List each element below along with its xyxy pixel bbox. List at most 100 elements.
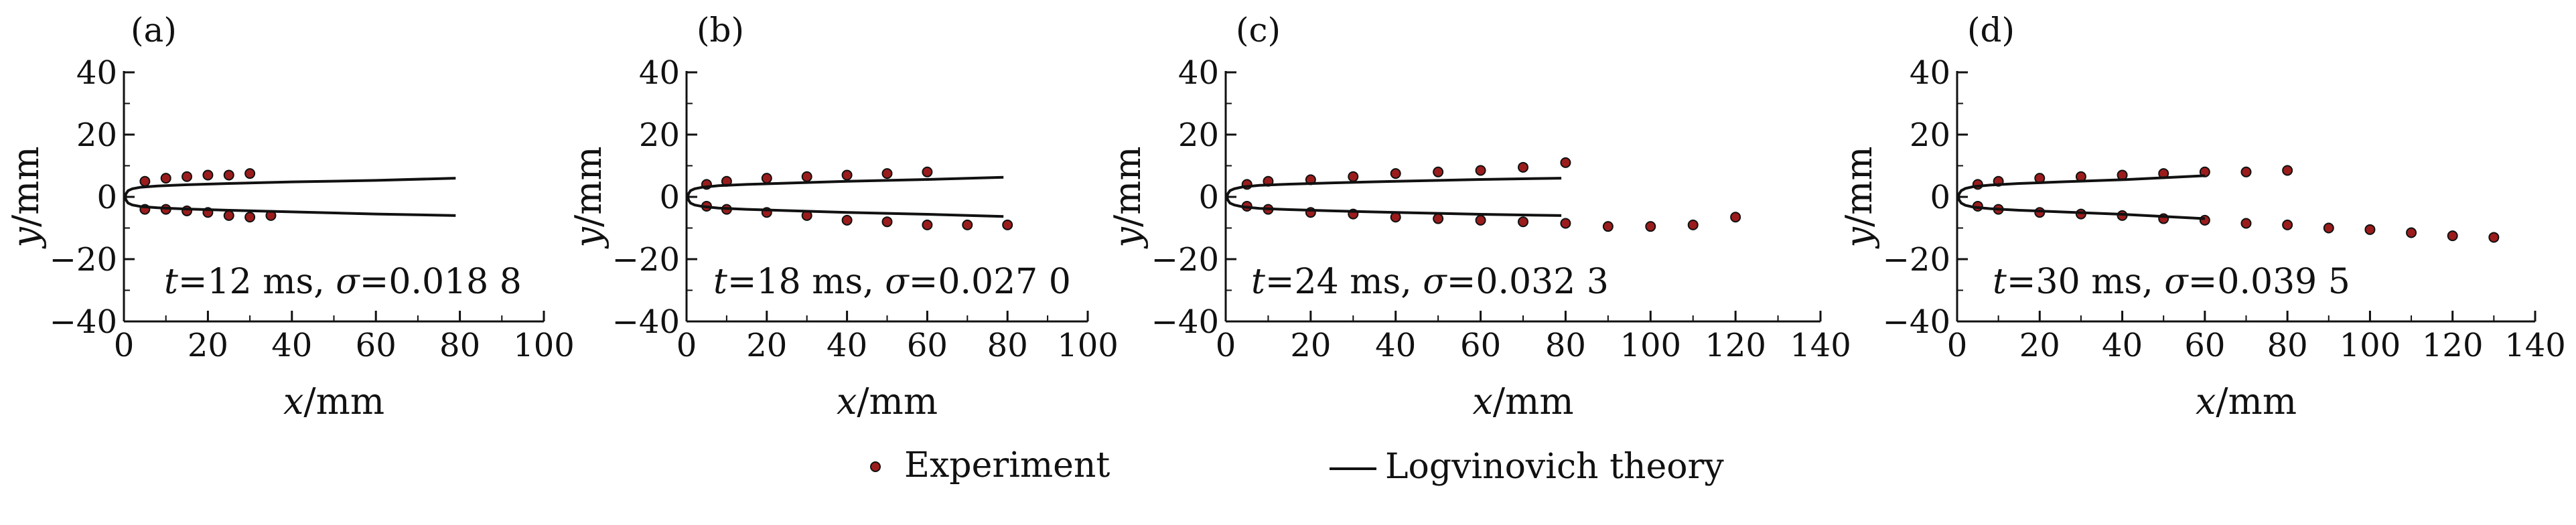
panel-b-experiment-point (841, 169, 853, 181)
panel-a-annotation: t=12 ms, σ=0.018 8 (164, 262, 522, 302)
panel-d-xtick-label: 40 (2102, 327, 2143, 364)
panel-d-xtick-label: 140 (2504, 327, 2566, 364)
panel-d-experiment-point (2406, 227, 2417, 238)
panel-a-experiment-point (160, 173, 171, 184)
panel-a-theory-lower (123, 196, 456, 217)
panel-b-label: (b) (697, 11, 744, 50)
panel-c: (c) −40 −20 0 20 40 0 20 40 60 80 100 120 140 x/mm y/mm… (1106, 11, 1851, 423)
panel-c-xtick-label: 140 (1790, 327, 1851, 364)
panel-a-experiment-point (223, 210, 234, 221)
panel-b-experiment-point (1002, 219, 1013, 230)
panel-a-ytick-label: −20 (50, 241, 117, 279)
panel-a-experiment-point (182, 171, 193, 182)
panel-c-experiment-point (1518, 216, 1528, 228)
panel-d-ylabel: y/mm (1838, 146, 1880, 248)
panel-a-xtick-label: 60 (356, 327, 397, 364)
panel-d-theory-lower (1956, 196, 2205, 220)
panel-c-label: (c) (1236, 11, 1281, 50)
panel-b-ytick-label: −20 (612, 241, 680, 279)
panel-c-experiment-point (1475, 165, 1486, 176)
panel-b-xlabel: x/mm (837, 380, 938, 423)
panel-c-experiment-point (1475, 214, 1486, 226)
panel-c-ytick-label: 20 (1178, 117, 1219, 154)
panel-d-xtick-label: 120 (2422, 327, 2484, 364)
panel-c-xtick-label: 80 (1545, 327, 1586, 364)
panel-d-ytick-label: 0 (1930, 179, 1950, 216)
panel-a-ylabel: y/mm (5, 146, 47, 248)
panel-b-ytick-label: −40 (612, 303, 680, 341)
panel-b-ytick-label: 0 (659, 179, 680, 216)
panel-d-xtick-label: 60 (2184, 327, 2225, 364)
panel-d-label: (d) (1967, 11, 2015, 50)
panel-c-theory-upper (1225, 177, 1562, 198)
panel-d-ytick-label: −40 (1883, 303, 1950, 341)
panel-c-experiment-point (1348, 171, 1359, 182)
panel-d-experiment-point (2282, 219, 2293, 230)
panel-c-xtick-label: 100 (1620, 327, 1681, 364)
panel-a-experiment-point (202, 169, 214, 181)
panel-a: (a) −40 −20 0 20 40 0 20 40 60 80 100 x/mm y/mm t=12 m… (5, 11, 575, 423)
panel-a-xtick-label: 0 (114, 327, 135, 364)
panel-b-theory-lower (686, 196, 1004, 218)
panel-b-ytick-label: 20 (639, 117, 680, 154)
panel-d-xlabel: x/mm (2196, 380, 2297, 423)
panel-d-xtick-label: 100 (2340, 327, 2401, 364)
panel-d-xtick-label: 20 (2019, 327, 2060, 364)
panel-d-theory-upper (1956, 174, 2205, 198)
panel-a-xtick-label: 80 (439, 327, 480, 364)
panel-b-xtick-label: 100 (1057, 327, 1119, 364)
panels: (a) −40 −20 0 20 40 0 20 40 60 80 100 x/mm y/mm t=12 m… (5, 11, 2566, 423)
panel-b-experiment-point (841, 214, 853, 226)
legend-experiment-label: Experiment (904, 445, 1110, 485)
panel-c-experiment-point (1390, 168, 1401, 179)
panel-b-annotation: t=18 ms, σ=0.027 0 (713, 262, 1071, 302)
panel-b-ytick-label: 40 (639, 54, 680, 92)
panel-c-xtick-label: 0 (1216, 327, 1236, 364)
panel-d-xtick-label: 0 (1947, 327, 1968, 364)
panel-c-experiment-point (1518, 161, 1528, 173)
panel-c-ylabel: y/mm (1106, 146, 1149, 248)
panel-a-experiment-point (244, 212, 256, 223)
panel-b-xtick-label: 20 (746, 327, 787, 364)
panel-c-experiment-point (1433, 166, 1444, 177)
panel-d-experiment-point (2323, 222, 2334, 234)
panel-a-xtick-label: 20 (188, 327, 228, 364)
panel-c-xtick-label: 60 (1460, 327, 1501, 364)
panel-b-xtick-label: 80 (987, 327, 1028, 364)
panel-d: (d) −40 −20 0 20 40 0 20 40 60 80 100 120 140 x/mm y/mm… (1838, 11, 2566, 423)
panel-c-ytick-label: 40 (1178, 54, 1219, 92)
panel-d-experiment-point (2447, 230, 2458, 242)
panel-a-theory-upper (123, 177, 456, 198)
panel-b-xtick-label: 40 (827, 327, 867, 364)
panel-c-xtick-label: 40 (1375, 327, 1416, 364)
legend-theory-label: Logvinovich theory (1385, 447, 1724, 487)
panel-a-experiment-point (139, 175, 151, 187)
panel-c-experiment-point (1560, 218, 1571, 229)
panel-d-experiment-point (2282, 165, 2293, 176)
legend: Experiment Logvinovich theory (870, 445, 1724, 487)
panel-c-ytick-label: −40 (1151, 303, 1219, 341)
panel-c-experiment-point (1433, 213, 1444, 224)
panel-b-experiment-point (881, 168, 893, 179)
panel-c-experiment-point (1602, 221, 1614, 232)
panel-d-experiment-point (2240, 166, 2252, 177)
legend-experiment-marker (870, 461, 881, 472)
panel-c-ytick-label: −20 (1151, 241, 1219, 279)
panel-b-experiment-point (801, 171, 812, 182)
panel-a-experiment-point (244, 168, 256, 179)
panel-b: (b) −40 −20 0 20 40 0 20 40 60 80 100 x/mm y/mm t=18 m… (567, 11, 1119, 423)
panel-a-experiment-point (223, 169, 234, 181)
panel-d-experiment-point (2199, 214, 2210, 226)
panel-c-xlabel: x/mm (1472, 380, 1573, 423)
panel-c-experiment-point (1645, 221, 1656, 232)
panel-a-xtick-label: 100 (513, 327, 575, 364)
panel-d-ytick-label: 20 (1910, 117, 1950, 154)
panel-c-experiment-point (1730, 212, 1741, 223)
panel-a-xtick-label: 40 (271, 327, 312, 364)
panel-c-theory-lower (1225, 196, 1562, 217)
panel-c-xtick-label: 120 (1705, 327, 1766, 364)
panel-c-experiment-point (1687, 219, 1699, 230)
panel-b-experiment-point (962, 219, 973, 230)
